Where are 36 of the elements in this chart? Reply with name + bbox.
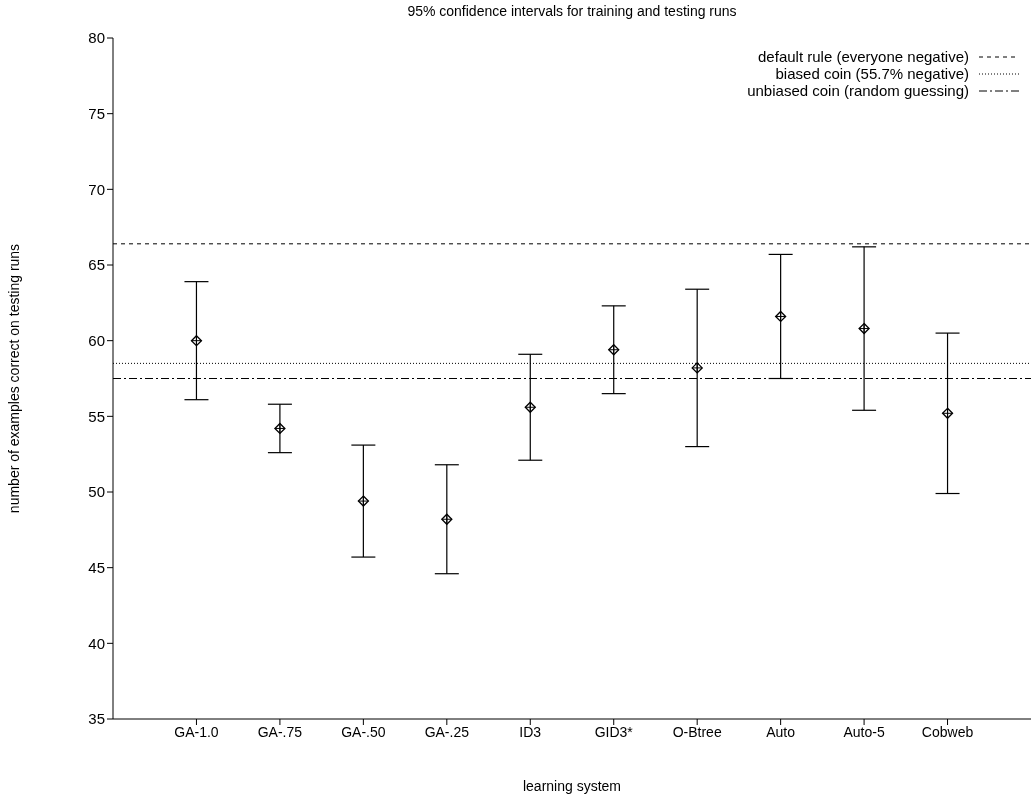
point — [774, 310, 787, 323]
y-tick-label: 75 — [88, 104, 105, 122]
x-tick-label: ID3 — [519, 723, 542, 740]
y-tick-label: 60 — [88, 331, 105, 349]
point — [441, 513, 453, 525]
point — [608, 344, 620, 356]
y-tick-label: 40 — [88, 634, 105, 652]
x-tick-label: Auto-5 — [843, 723, 885, 740]
x-tick-label: GA-.75 — [257, 723, 303, 740]
point — [190, 335, 203, 347]
legend-label: unbiased coin (random guessing) — [747, 82, 969, 99]
x-tick-label: GA-1.0 — [174, 723, 219, 740]
point — [357, 495, 370, 507]
legend-label: default rule (everyone negative) — [758, 48, 969, 65]
y-tick-label: 35 — [88, 710, 105, 728]
point — [274, 422, 286, 435]
point — [858, 322, 870, 335]
y-tick-label: 45 — [88, 558, 105, 576]
chart-title: 95% confidence intervals for training and testing runs — [406, 3, 738, 19]
x-tick-label: GID3* — [594, 723, 634, 740]
x-tick-label: Cobweb — [921, 723, 974, 740]
x-tick-label: O-Btree — [672, 723, 722, 740]
y-axis-title: number of examples correct on testing runs — [5, 243, 22, 514]
y-tick-label: 70 — [88, 180, 105, 198]
point — [524, 401, 536, 413]
point — [941, 407, 954, 419]
x-tick-label: GA-.25 — [424, 723, 470, 740]
y-tick-label: 65 — [88, 256, 105, 274]
y-tick-label: 80 — [88, 29, 105, 47]
x-axis-title: learning system — [522, 778, 622, 794]
x-tick-label: Auto — [766, 723, 796, 740]
y-tick-label: 55 — [88, 407, 105, 425]
y-tick-label: 50 — [88, 483, 105, 501]
legend-label: biased coin (55.7% negative) — [775, 65, 969, 82]
point — [691, 362, 703, 374]
x-tick-label: GA-.50 — [341, 723, 386, 740]
